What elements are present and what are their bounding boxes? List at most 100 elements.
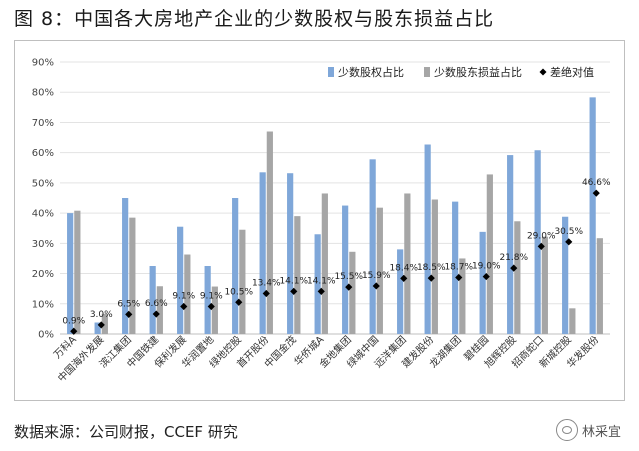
- data-label: 19.0%: [472, 262, 501, 272]
- bar-minority-profit: [74, 210, 81, 334]
- bar-minority-profit: [239, 229, 246, 334]
- bar-minority-equity: [479, 231, 486, 334]
- legend-label: 少数股权占比: [338, 65, 404, 79]
- diff-marker: [235, 298, 243, 306]
- diff-marker: [152, 310, 160, 318]
- y-tick-label: 0%: [38, 330, 54, 341]
- legend-swatch: [328, 67, 334, 77]
- bar-minority-equity: [177, 226, 184, 334]
- bar-minority-equity: [534, 150, 541, 334]
- data-label: 30.5%: [554, 227, 583, 237]
- data-label: 6.5%: [117, 299, 140, 309]
- diff-marker: [372, 282, 380, 290]
- bar-minority-equity: [204, 266, 211, 334]
- bar-minority-equity: [562, 216, 569, 334]
- data-label: 15.5%: [334, 272, 363, 282]
- data-label: 15.9%: [362, 271, 391, 281]
- bar-minority-profit: [459, 258, 466, 334]
- bar-minority-profit: [129, 217, 136, 334]
- bar-minority-profit: [294, 216, 301, 334]
- diff-marker: [592, 189, 600, 197]
- diff-marker: [455, 273, 463, 282]
- data-label: 18.5%: [417, 263, 446, 273]
- y-tick-label: 90%: [32, 58, 54, 69]
- diff-marker: [70, 327, 78, 335]
- data-label: 46.6%: [582, 178, 611, 188]
- watermark-text: 林采宜: [581, 424, 621, 440]
- chart-frame: 0% 10% 20% 30% 40% 50% 60% 70% 80% 90% 0.9% 万科A 3.0%…: [14, 40, 625, 401]
- y-tick-label: 30%: [32, 239, 54, 250]
- source-note: 数据来源：公司财报，CCEF 研究: [14, 423, 238, 441]
- bar-minority-equity: [369, 159, 376, 334]
- bar-minority-equity: [149, 266, 156, 334]
- bar-minority-equity: [94, 322, 101, 334]
- legend-swatch: [539, 68, 547, 76]
- diff-marker: [317, 287, 325, 295]
- data-label: 13.4%: [252, 279, 281, 289]
- bar-minority-profit: [349, 251, 356, 334]
- bar-minority-profit: [321, 193, 328, 334]
- diff-marker: [290, 287, 298, 295]
- data-label: 0.9%: [62, 316, 85, 326]
- y-tick-label: 40%: [32, 209, 54, 220]
- bar-minority-equity: [314, 234, 321, 334]
- diff-marker: [262, 289, 270, 298]
- bar-minority-profit: [404, 193, 411, 334]
- bar-minority-profit: [541, 236, 548, 334]
- bar-minority-profit: [514, 221, 521, 334]
- diff-marker: [125, 310, 133, 318]
- bar-minority-equity: [287, 173, 294, 334]
- data-label: 29.0%: [527, 231, 556, 241]
- bar-minority-profit: [101, 313, 108, 334]
- legend-label: 差绝对值: [550, 65, 594, 79]
- bar-minority-profit: [376, 207, 383, 334]
- bar-minority-profit: [569, 308, 576, 334]
- y-tick-label: 60%: [32, 148, 54, 159]
- data-label: 9.1%: [200, 291, 223, 301]
- data-label: 9.1%: [172, 291, 195, 301]
- bar-minority-profit: [156, 286, 163, 334]
- wechat-logo-icon: [555, 419, 578, 441]
- bar-minority-profit: [211, 286, 218, 334]
- bar-minority-equity: [122, 198, 129, 334]
- y-tick-label: 10%: [32, 299, 54, 310]
- diff-marker: [180, 302, 188, 311]
- data-label: 14.1%: [279, 276, 308, 286]
- bar-minority-equity: [424, 144, 431, 334]
- data-label: 14.1%: [307, 276, 336, 286]
- diff-marker: [565, 238, 573, 246]
- data-label: 21.8%: [499, 253, 528, 263]
- y-tick-label: 20%: [32, 269, 54, 280]
- watermark: 林采宜: [555, 419, 621, 441]
- x-category-label: 中国海外发展: [55, 333, 107, 385]
- data-label: 18.4%: [389, 263, 418, 273]
- bar-minority-profit: [266, 131, 273, 334]
- bar-minority-equity: [589, 97, 596, 334]
- diff-marker: [97, 321, 105, 329]
- diff-marker: [537, 242, 545, 250]
- y-tick-label: 50%: [32, 178, 54, 189]
- diff-marker: [207, 302, 215, 311]
- bar-minority-equity: [232, 198, 239, 334]
- bar-minority-profit: [596, 238, 603, 334]
- bar-minority-profit: [431, 199, 438, 334]
- data-label: 18.7%: [444, 262, 473, 272]
- bar-minority-equity: [259, 172, 266, 334]
- bar-minority-equity: [507, 155, 514, 334]
- bar-minority-equity: [342, 205, 349, 334]
- bar-minority-profit: [184, 254, 191, 334]
- bar-minority-equity: [67, 213, 74, 334]
- bar-minority-profit: [486, 174, 493, 334]
- page-title: 图 8：中国各大房地产企业的少数股权与股东损益占比: [14, 8, 495, 30]
- y-tick-label: 80%: [32, 88, 54, 99]
- data-label: 3.0%: [90, 310, 113, 320]
- bar-chart: 0%10%20%30%40%50%60%70%80%90%0.9%万科A3.0%…: [32, 58, 611, 385]
- data-label: 10.5%: [224, 287, 253, 297]
- diff-marker: [400, 274, 408, 282]
- bar-minority-equity: [397, 249, 404, 334]
- data-label: 6.6%: [145, 299, 168, 309]
- y-tick-label: 70%: [32, 118, 54, 129]
- legend-label: 少数股东损益占比: [434, 65, 522, 79]
- legend-swatch: [424, 67, 430, 77]
- bar-minority-equity: [452, 201, 459, 334]
